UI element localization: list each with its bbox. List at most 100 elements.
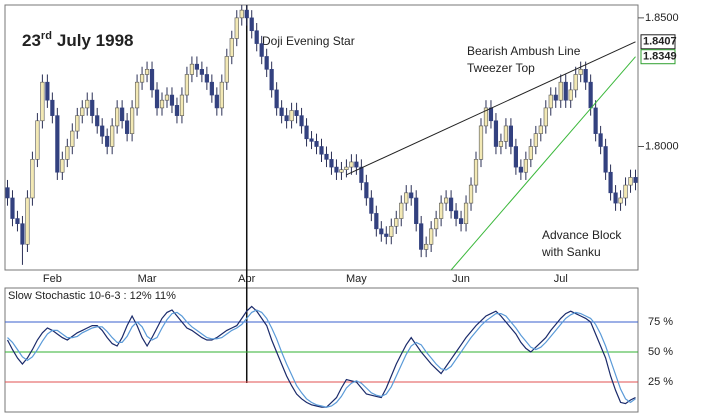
candle-body xyxy=(364,182,369,199)
candle-body xyxy=(20,223,25,245)
candle-body xyxy=(618,197,623,204)
candle-body xyxy=(129,107,135,134)
candle-body xyxy=(139,74,145,83)
candle-body xyxy=(40,81,45,122)
candle-body xyxy=(184,74,190,96)
candle-body xyxy=(164,94,170,101)
candle-body xyxy=(444,197,449,204)
candle-body xyxy=(35,120,40,160)
candle-body xyxy=(439,202,444,219)
candle-body xyxy=(478,125,484,160)
candle-body xyxy=(374,213,379,230)
candle-body xyxy=(309,138,314,142)
candle-body xyxy=(518,166,523,173)
chart-title: 23rd July 1998 xyxy=(22,30,133,51)
candle-body xyxy=(105,135,110,147)
price-panel xyxy=(4,4,639,271)
candle-body xyxy=(608,171,613,194)
x-tick-label: Feb xyxy=(43,273,62,285)
candle-body xyxy=(214,94,219,109)
candle-body xyxy=(324,153,329,160)
x-tick-label: May xyxy=(346,273,367,285)
candle-body xyxy=(110,125,115,147)
candle-body xyxy=(558,81,563,101)
candle-body xyxy=(633,177,638,183)
candle-body xyxy=(603,146,608,173)
candle-body xyxy=(30,159,35,199)
candle-body xyxy=(239,9,244,19)
price-label-box xyxy=(640,49,676,65)
candle-body xyxy=(493,120,499,147)
stochastic-line xyxy=(7,309,636,408)
candle-body xyxy=(573,74,578,91)
candle-body xyxy=(563,81,568,101)
candle-body xyxy=(249,17,254,32)
candle-body xyxy=(548,94,553,109)
title-text: July 1998 xyxy=(57,31,134,50)
candle-body xyxy=(259,43,264,57)
candle-body xyxy=(314,141,319,147)
candle-body xyxy=(219,81,224,109)
x-tick-label: Jul xyxy=(554,273,568,285)
candle-body xyxy=(424,243,429,250)
candle-body xyxy=(419,223,424,250)
trendline xyxy=(450,56,636,271)
candle-body xyxy=(613,192,618,204)
title-ordinal: rd xyxy=(41,30,52,42)
annotation: Advance Block xyxy=(542,228,622,242)
x-tick-label: Mar xyxy=(138,273,157,285)
candle-body xyxy=(319,146,324,155)
stochastic-panel xyxy=(4,287,639,413)
candle-body xyxy=(528,146,533,160)
candle-body xyxy=(429,228,434,245)
candle-body xyxy=(533,133,538,147)
candle-body xyxy=(468,184,474,204)
candle-body xyxy=(144,69,150,75)
candle-body xyxy=(149,69,155,91)
y-tick-label: 75 % xyxy=(648,316,673,328)
candle-body xyxy=(404,192,409,204)
candle-body xyxy=(399,202,404,219)
candle-body xyxy=(244,9,249,19)
candle-body xyxy=(294,110,299,116)
title-day: 23 xyxy=(22,31,41,50)
annotation: Tweezer Top xyxy=(467,61,535,75)
candle-body xyxy=(354,161,359,168)
candle-body xyxy=(334,166,339,173)
candle-body xyxy=(284,115,289,122)
candle-body xyxy=(289,110,294,122)
candle-body xyxy=(394,218,399,227)
candle-body xyxy=(414,197,419,224)
price-label: 1.8349 xyxy=(643,51,677,63)
candle-body xyxy=(50,99,55,116)
candle-body xyxy=(234,17,239,39)
candle-body xyxy=(274,89,279,109)
stochastic-line xyxy=(6,305,636,408)
candle-body xyxy=(389,225,394,237)
candle-body xyxy=(60,159,65,173)
candle-body xyxy=(598,133,603,147)
candle-body xyxy=(523,159,528,173)
candle-body xyxy=(473,159,479,186)
candle-body xyxy=(120,107,125,122)
annotation: Doji Evening Star xyxy=(262,34,355,48)
candle-body xyxy=(503,125,509,142)
candle-body xyxy=(369,197,374,214)
candle-body xyxy=(384,233,389,237)
candle-body xyxy=(80,107,85,116)
candle-body xyxy=(269,69,274,91)
trendline xyxy=(346,41,636,176)
candle-body xyxy=(209,81,214,96)
candle-body xyxy=(344,166,349,170)
candle-body xyxy=(174,105,180,116)
candle-body xyxy=(448,197,454,212)
candle-body xyxy=(588,81,593,109)
x-tick-label: Jun xyxy=(452,273,470,285)
candle-body xyxy=(434,218,439,230)
candle-body xyxy=(229,38,234,57)
candle-body xyxy=(15,218,20,224)
candle-body xyxy=(169,94,175,106)
candle-body xyxy=(95,115,100,127)
candle-body xyxy=(543,107,548,127)
annotation: Bearish Ambush Line xyxy=(467,44,581,58)
